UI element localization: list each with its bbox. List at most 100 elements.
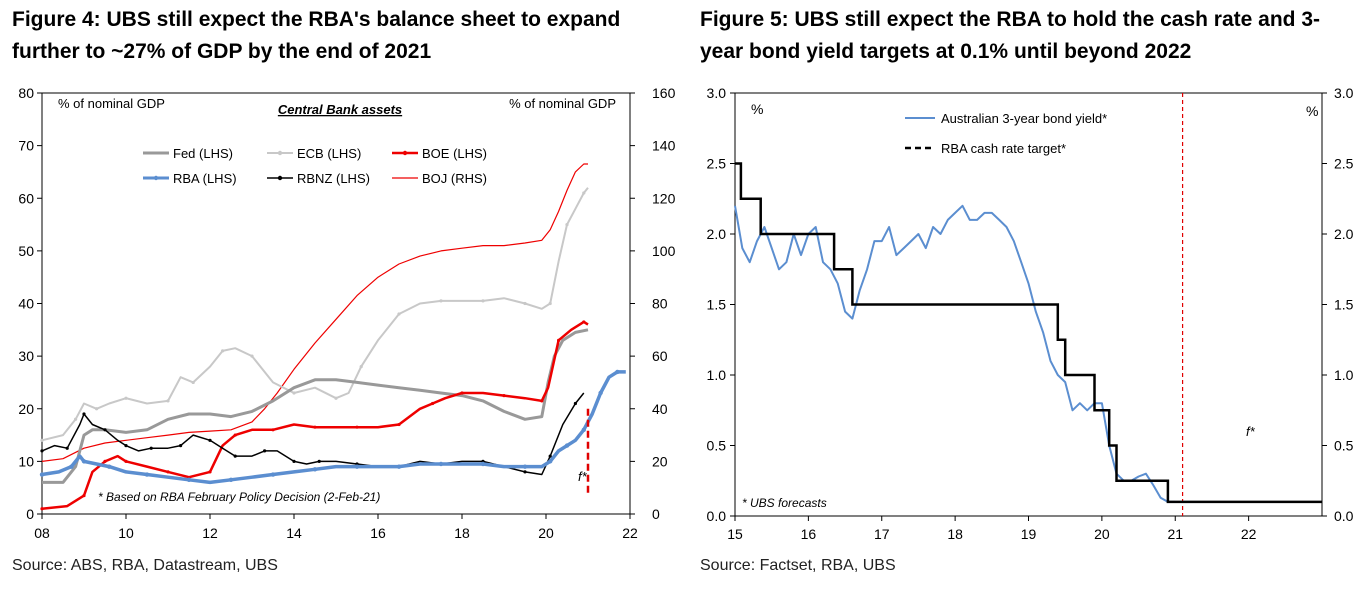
y-right-tick-label: 140 — [652, 138, 676, 154]
series-marker-4 — [82, 412, 86, 416]
series-marker-1 — [191, 380, 195, 385]
series-marker-4 — [548, 454, 552, 458]
series-marker-2 — [208, 470, 212, 474]
series-marker-1 — [523, 301, 527, 306]
series-line-0 — [42, 328, 589, 484]
figure-5-title: Figure 5: UBS still expect the RBA to ho… — [700, 8, 1320, 63]
series-marker-2 — [103, 459, 107, 463]
y-right-tick-label: 100 — [652, 243, 676, 259]
series-marker-3 — [107, 464, 112, 469]
y-left-tick-label: 10 — [18, 453, 34, 469]
figure-5-chart: 0.0 0.0 0.5 0.5 1.0 1.0 1.5 1.5 2.0 2.0 2.5 2.5 3.0 3… — [707, 85, 1354, 542]
series-marker-1 — [439, 299, 443, 303]
figure-4-title: Figure 4: UBS still expect the RBA's bal… — [12, 8, 621, 63]
series-marker-3 — [312, 467, 318, 472]
series-marker-2 — [82, 493, 86, 498]
y-left-tick-label: 40 — [18, 296, 34, 312]
series-line-1 — [41, 187, 589, 442]
series-marker-2 — [502, 393, 506, 398]
y-left-tick-label: 70 — [18, 138, 34, 154]
legend-label-5: BOJ (RHS) — [422, 171, 487, 186]
series-marker-4 — [573, 401, 578, 406]
series-marker-3 — [396, 464, 402, 469]
series-marker-3 — [548, 459, 553, 464]
series-marker-1 — [250, 354, 254, 358]
y-right-tick-label: 20 — [652, 453, 668, 469]
series-marker-3 — [186, 477, 192, 482]
series-marker-1 — [397, 312, 401, 316]
series-marker-2 — [313, 425, 317, 429]
y-right-axis-label: % of nominal GDP — [509, 96, 616, 111]
series-marker-2 — [557, 338, 561, 342]
series-marker-1 — [166, 399, 170, 403]
legend-marker-2 — [402, 150, 408, 156]
figure-4-panel: Figure 4: UBS still expect the RBA's bal… — [12, 8, 676, 574]
y-right-tick-label: 2.5 — [1334, 156, 1354, 172]
chart-annotation: * UBS forecasts — [742, 496, 827, 510]
series-line-3 — [41, 370, 626, 485]
series-marker-4 — [149, 446, 153, 450]
series-marker-4 — [65, 446, 69, 450]
series-marker-1 — [292, 391, 296, 395]
y-left-tick-label: 0.0 — [707, 508, 727, 524]
series-marker-4 — [124, 443, 128, 448]
series-marker-2 — [233, 433, 237, 437]
series-marker-1 — [359, 365, 363, 369]
series-marker-2 — [540, 399, 544, 403]
y-right-tick-label: 0 — [652, 506, 660, 522]
series-marker-3 — [598, 390, 603, 396]
y-left-tick-label: 80 — [18, 85, 34, 101]
series-marker-3 — [581, 427, 586, 432]
legend-label-0: Fed (LHS) — [173, 146, 233, 161]
series-marker-1 — [334, 396, 338, 400]
series-line-4 — [41, 392, 585, 476]
x-tick-label: 19 — [1021, 526, 1037, 542]
legend-label-3: RBA (LHS) — [173, 171, 237, 186]
x-tick-label: 22 — [1241, 526, 1257, 542]
figure-5-source: Source: Factset, RBA, UBS — [700, 557, 896, 574]
series-marker-3 — [522, 464, 528, 469]
y-left-tick-label: 0 — [26, 506, 34, 522]
y-right-tick-label: 0.0 — [1334, 508, 1354, 524]
x-tick-label: 10 — [118, 525, 134, 541]
series-marker-2 — [397, 422, 401, 427]
legend-label-1: ECB (LHS) — [297, 146, 361, 161]
figure-4-source: Source: ABS, RBA, Datastream, UBS — [12, 557, 278, 574]
series-marker-1 — [481, 299, 485, 303]
series-marker-4 — [292, 459, 296, 463]
series-marker-1 — [582, 191, 586, 195]
y-left-tick-label: 1.0 — [707, 367, 727, 383]
series-marker-3 — [480, 461, 486, 467]
x-tick-label: 21 — [1167, 526, 1183, 542]
series-marker-2 — [582, 320, 586, 324]
legend-marker-3 — [153, 175, 159, 181]
forecast-label: f* — [1246, 424, 1256, 439]
y-left-tick-label: 60 — [18, 190, 34, 206]
series-marker-4 — [233, 454, 237, 458]
series-marker-2 — [431, 401, 435, 406]
x-tick-label: 16 — [370, 525, 386, 541]
series-marker-4 — [263, 449, 267, 453]
series-marker-2 — [460, 391, 464, 395]
y-right-tick-label: 160 — [652, 85, 676, 101]
series-marker-1 — [124, 396, 128, 400]
series-marker-3 — [615, 369, 620, 375]
y-left-axis-label: % of nominal GDP — [58, 96, 165, 111]
y-right-tick-label: 1.5 — [1334, 297, 1354, 313]
x-tick-label: 15 — [727, 526, 743, 542]
y-right-tick-label: 120 — [652, 190, 676, 206]
y-right-tick-label: 1.0 — [1334, 367, 1354, 383]
series-marker-3 — [270, 472, 276, 477]
series-marker-2 — [271, 428, 275, 432]
series-line-2 — [41, 320, 589, 510]
series-marker-1 — [95, 407, 99, 411]
x-tick-label: 08 — [34, 525, 50, 541]
forecast-label: f* — [578, 469, 588, 484]
series-marker-2 — [124, 459, 128, 463]
series-marker-2 — [355, 425, 359, 429]
y-right-tick-label: 60 — [652, 348, 668, 364]
series-line-1 — [735, 162, 1322, 504]
y-left-tick-label: 2.0 — [707, 226, 727, 242]
series-marker-1 — [40, 438, 44, 442]
series-marker-1 — [221, 349, 225, 353]
